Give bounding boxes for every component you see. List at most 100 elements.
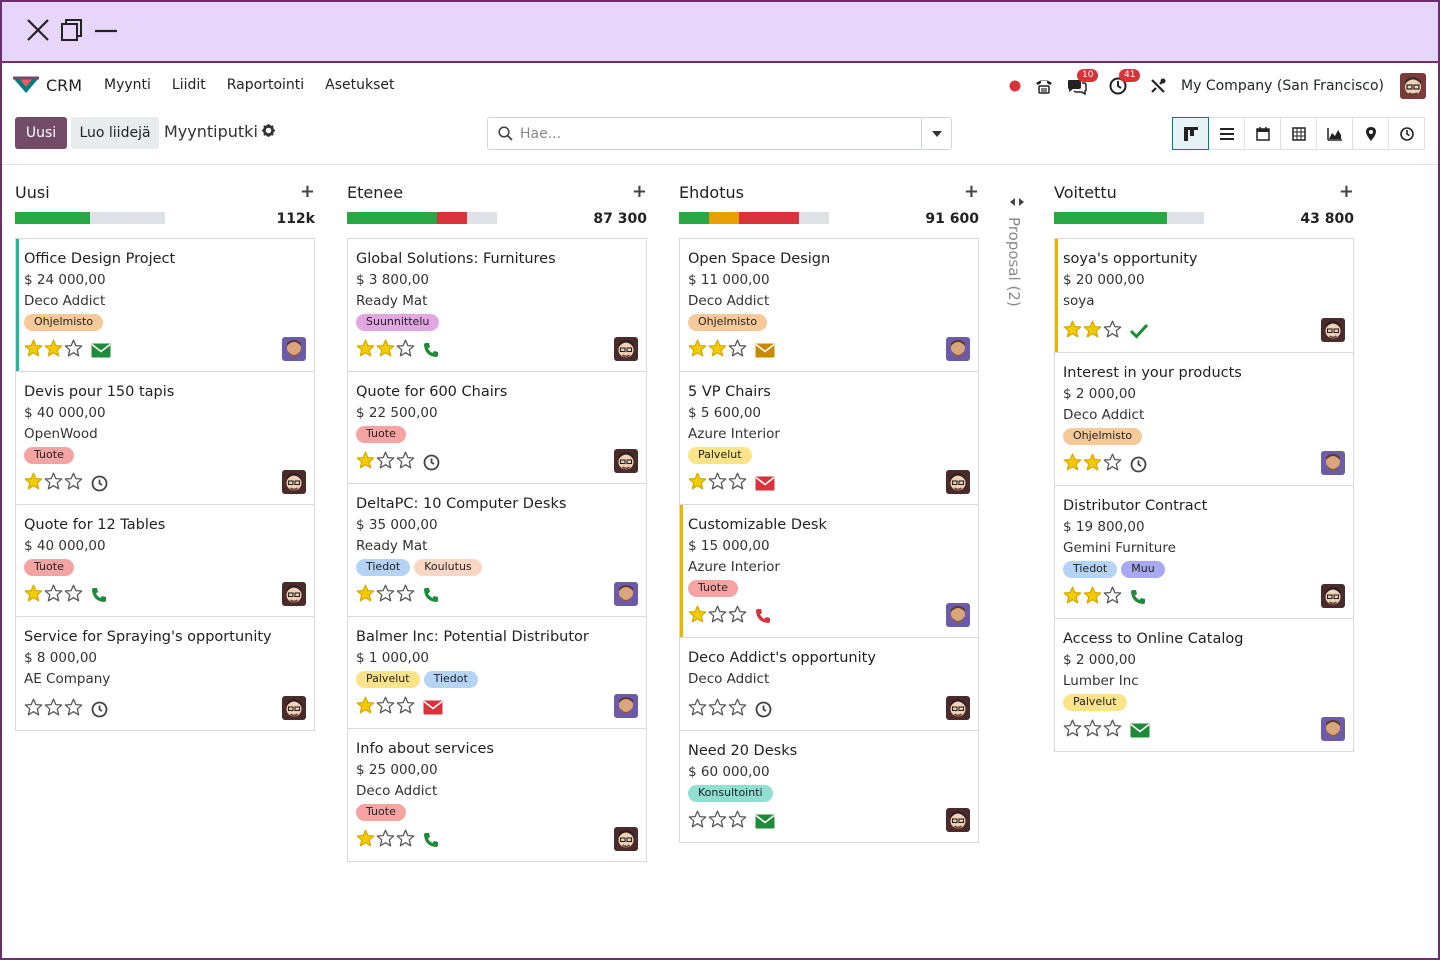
star-empty-icon[interactable] bbox=[688, 698, 707, 720]
star-filled-icon[interactable] bbox=[24, 472, 43, 494]
pivot-view-icon[interactable] bbox=[1280, 117, 1317, 150]
kanban-card[interactable]: Distributor Contract $ 19 800,00 Gemini Fu… bbox=[1055, 486, 1353, 619]
star-filled-icon[interactable] bbox=[708, 339, 727, 361]
kanban-view-icon[interactable] bbox=[1172, 117, 1209, 150]
star-filled-icon[interactable] bbox=[1063, 586, 1082, 608]
star-empty-icon[interactable] bbox=[1083, 719, 1102, 741]
progress-segment[interactable] bbox=[347, 212, 437, 224]
mail-red-icon[interactable] bbox=[755, 476, 775, 491]
star-empty-icon[interactable] bbox=[1103, 719, 1122, 741]
kanban-card[interactable]: soya's opportunity $ 20 000,00 soya bbox=[1055, 239, 1353, 353]
kanban-card[interactable]: Open Space Design $ 11 000,00 Deco Addict O… bbox=[680, 239, 978, 372]
quick-create-plus-icon[interactable]: + bbox=[631, 181, 647, 202]
tools-icon[interactable] bbox=[1149, 77, 1167, 95]
salesperson-avatar[interactable] bbox=[614, 694, 638, 718]
progress-segment[interactable] bbox=[15, 212, 90, 224]
star-filled-icon[interactable] bbox=[688, 605, 707, 627]
search-options-toggle[interactable] bbox=[921, 118, 951, 149]
progress-segment[interactable] bbox=[679, 212, 709, 224]
star-empty-icon[interactable] bbox=[1063, 719, 1082, 741]
star-filled-icon[interactable] bbox=[376, 339, 395, 361]
star-empty-icon[interactable] bbox=[728, 605, 747, 627]
graph-view-icon[interactable] bbox=[1316, 117, 1353, 150]
salesperson-avatar[interactable] bbox=[946, 808, 970, 832]
star-empty-icon[interactable] bbox=[44, 584, 63, 606]
menu-item-liidit[interactable]: Liidit bbox=[171, 77, 206, 93]
star-filled-icon[interactable] bbox=[356, 696, 375, 718]
progress-segment[interactable] bbox=[1166, 212, 1204, 224]
star-empty-icon[interactable] bbox=[728, 472, 747, 494]
company-switcher[interactable]: My Company (San Francisco) bbox=[1181, 78, 1384, 94]
salesperson-avatar[interactable] bbox=[946, 470, 970, 494]
quick-create-plus-icon[interactable]: + bbox=[299, 181, 315, 202]
salesperson-avatar[interactable] bbox=[614, 337, 638, 361]
star-filled-icon[interactable] bbox=[356, 339, 375, 361]
star-empty-icon[interactable] bbox=[64, 339, 83, 361]
clock-icon[interactable] bbox=[91, 475, 108, 492]
kanban-card[interactable]: Need 20 Desks $ 60 000,00 Konsultointi bbox=[680, 731, 978, 842]
close-icon[interactable] bbox=[26, 18, 54, 46]
star-empty-icon[interactable] bbox=[708, 472, 727, 494]
kanban-card[interactable]: Service for Spraying's opportunity $ 8 00… bbox=[16, 617, 314, 730]
app-name[interactable]: CRM bbox=[46, 76, 83, 95]
salesperson-avatar[interactable] bbox=[282, 337, 306, 361]
status-dot-icon[interactable] bbox=[1009, 80, 1021, 92]
salesperson-avatar[interactable] bbox=[1321, 318, 1345, 342]
star-filled-icon[interactable] bbox=[1063, 320, 1082, 342]
calendar-view-icon[interactable] bbox=[1244, 117, 1281, 150]
kanban-card[interactable]: Access to Online Catalog $ 2 000,00 Lumber… bbox=[1055, 619, 1353, 751]
progress-segment[interactable] bbox=[739, 212, 799, 224]
progress-segment[interactable] bbox=[799, 212, 829, 224]
kanban-card[interactable]: Interest in your products $ 2 000,00 Deco … bbox=[1055, 353, 1353, 486]
star-filled-icon[interactable] bbox=[44, 339, 63, 361]
star-empty-icon[interactable] bbox=[396, 696, 415, 718]
star-empty-icon[interactable] bbox=[728, 698, 747, 720]
star-empty-icon[interactable] bbox=[64, 584, 83, 606]
star-empty-icon[interactable] bbox=[1103, 586, 1122, 608]
phone-green-icon[interactable] bbox=[423, 832, 439, 848]
clock-icon[interactable] bbox=[423, 454, 440, 471]
salesperson-avatar[interactable] bbox=[282, 696, 306, 720]
star-empty-icon[interactable] bbox=[376, 829, 395, 851]
kanban-card[interactable]: Customizable Desk $ 15 000,00 Azure Interi… bbox=[680, 505, 978, 638]
progress-segment[interactable] bbox=[90, 212, 165, 224]
mail-green-icon[interactable] bbox=[755, 814, 775, 829]
phone-green-icon[interactable] bbox=[423, 342, 439, 358]
star-filled-icon[interactable] bbox=[356, 451, 375, 473]
column-progress-bar[interactable] bbox=[15, 212, 165, 224]
star-empty-icon[interactable] bbox=[376, 696, 395, 718]
phone-icon[interactable] bbox=[1035, 78, 1053, 94]
salesperson-avatar[interactable] bbox=[614, 827, 638, 851]
star-empty-icon[interactable] bbox=[396, 451, 415, 473]
star-empty-icon[interactable] bbox=[708, 698, 727, 720]
clock-icon[interactable] bbox=[755, 701, 772, 718]
star-empty-icon[interactable] bbox=[1103, 453, 1122, 475]
star-empty-icon[interactable] bbox=[688, 810, 707, 832]
star-empty-icon[interactable] bbox=[396, 339, 415, 361]
clock-icon[interactable] bbox=[91, 701, 108, 718]
phone-red-icon[interactable] bbox=[755, 608, 771, 624]
phone-green-icon[interactable] bbox=[1130, 589, 1146, 605]
column-title[interactable]: Uusi bbox=[15, 183, 50, 202]
mail-orange-icon[interactable] bbox=[755, 343, 775, 358]
crm-logo-icon[interactable] bbox=[12, 75, 40, 99]
star-filled-icon[interactable] bbox=[356, 584, 375, 606]
menu-item-asetukset[interactable]: Asetukset bbox=[325, 77, 395, 93]
star-empty-icon[interactable] bbox=[64, 698, 83, 720]
salesperson-avatar[interactable] bbox=[946, 696, 970, 720]
mail-green-icon[interactable] bbox=[91, 343, 111, 358]
star-empty-icon[interactable] bbox=[708, 605, 727, 627]
star-empty-icon[interactable] bbox=[376, 451, 395, 473]
progress-segment[interactable] bbox=[1054, 212, 1167, 224]
star-empty-icon[interactable] bbox=[708, 810, 727, 832]
folded-column-proposal[interactable]: Proposal (2) bbox=[1000, 165, 1036, 325]
activity-view-icon[interactable] bbox=[1388, 117, 1425, 150]
kanban-card[interactable]: 5 VP Chairs $ 5 600,00 Azure Interior Palve… bbox=[680, 372, 978, 505]
salesperson-avatar[interactable] bbox=[614, 582, 638, 606]
kanban-card[interactable]: Deco Addict's opportunity Deco Addict bbox=[680, 638, 978, 731]
star-filled-icon[interactable] bbox=[1083, 586, 1102, 608]
star-filled-icon[interactable] bbox=[1063, 453, 1082, 475]
phone-green-icon[interactable] bbox=[423, 587, 439, 603]
mail-green-icon[interactable] bbox=[1130, 723, 1150, 738]
kanban-card[interactable]: Global Solutions: Furnitures $ 3 800,00 Re… bbox=[348, 239, 646, 372]
